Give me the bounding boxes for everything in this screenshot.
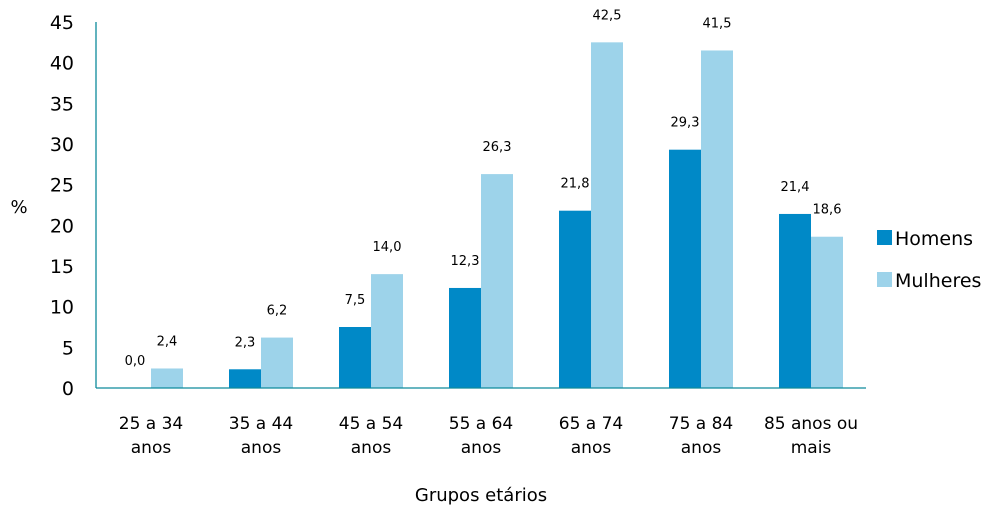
y-tick-label: 40 [50, 53, 74, 75]
x-category-label: anos [241, 438, 282, 458]
x-category-label: 75 a 84 [669, 414, 734, 434]
x-category-label: 55 a 64 [449, 414, 514, 434]
legend: Homens Mulheres [877, 228, 981, 292]
bar-homens [779, 213, 811, 388]
legend-label-mulheres: Mulheres [895, 270, 981, 292]
y-axis-title: % [10, 197, 27, 218]
data-label: 42,5 [593, 8, 622, 23]
data-label: 12,3 [451, 254, 480, 269]
bar-homens [339, 327, 371, 388]
data-label: 41,5 [703, 16, 732, 31]
x-category-label: mais [791, 438, 832, 458]
data-label: 14,0 [373, 240, 402, 255]
bar-homens [559, 210, 591, 388]
y-tick-label: 30 [50, 134, 74, 156]
data-label: 29,3 [671, 116, 700, 131]
y-tick-label: 20 [50, 215, 74, 237]
y-tick-label: 10 [50, 297, 74, 319]
data-label: 7,5 [345, 293, 366, 308]
x-axis-categories: 25 a 34 anos 35 a 44 anos 45 a 54 anos 55 a 64… [119, 414, 858, 458]
y-tick-label: 15 [50, 256, 74, 278]
bar-mulheres [151, 368, 183, 388]
y-axis-ticks: 0 5 10 15 20 25 30 35 40 45 [50, 12, 74, 400]
x-category-label: anos [571, 438, 612, 458]
data-label: 18,6 [813, 203, 842, 218]
bars [151, 42, 843, 388]
legend-swatch-homens [877, 230, 892, 245]
data-label: 21,8 [561, 177, 590, 192]
x-category-label: 65 a 74 [559, 414, 624, 434]
x-category-label: anos [131, 438, 172, 458]
y-tick-label: 35 [50, 93, 74, 115]
bar-homens [229, 369, 261, 388]
legend-label-homens: Homens [895, 228, 973, 250]
x-category-label: anos [681, 438, 722, 458]
x-category-label: 85 anos ou [764, 414, 858, 434]
bar-mulheres [371, 274, 403, 388]
bar-mulheres [261, 337, 293, 388]
x-category-label: 45 a 54 [339, 414, 404, 434]
y-tick-label: 25 [50, 175, 74, 197]
y-tick-label: 0 [62, 378, 74, 400]
data-label: 2,4 [157, 334, 178, 349]
y-tick-label: 45 [50, 12, 74, 34]
bar-mulheres [701, 50, 733, 388]
data-label: 0,0 [125, 354, 146, 369]
bar-mulheres [591, 42, 623, 388]
data-label: 6,2 [267, 304, 288, 319]
legend-swatch-mulheres [877, 272, 892, 287]
data-labels: 0,0 2,4 2,3 6,2 7,5 14,0 12,3 26,3 21,8 42,5 29,3 4… [125, 8, 842, 369]
bar-homens [669, 149, 701, 388]
y-tick-label: 5 [62, 337, 74, 359]
bar-homens [449, 287, 481, 388]
data-label: 2,3 [235, 335, 256, 350]
data-label: 26,3 [483, 140, 512, 155]
x-category-label: 25 a 34 [119, 414, 184, 434]
x-category-label: anos [461, 438, 502, 458]
bar-mulheres [481, 174, 513, 388]
x-category-label: anos [351, 438, 392, 458]
data-label: 21,4 [781, 180, 810, 195]
bar-mulheres [811, 236, 843, 388]
x-category-label: 35 a 44 [229, 414, 294, 434]
x-axis-title: Grupos etários [415, 485, 547, 506]
